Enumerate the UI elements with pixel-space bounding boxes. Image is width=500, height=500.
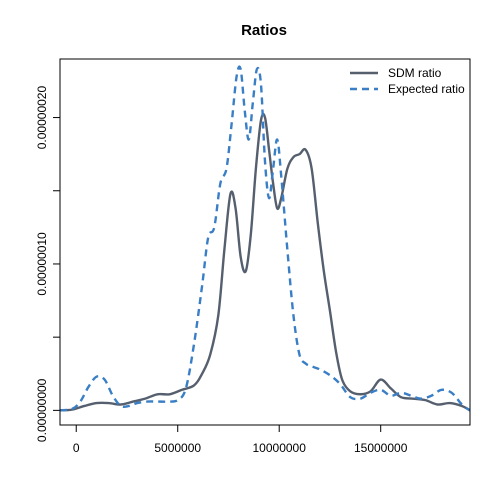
y-tick-label: 0.00000000 xyxy=(35,378,49,442)
x-tick-label: 15000000 xyxy=(354,441,408,455)
x-tick-label: 5000000 xyxy=(154,441,201,455)
x-tick-label: 10000000 xyxy=(253,441,307,455)
y-tick-label: 0.00000020 xyxy=(35,86,49,150)
legend-label-expected-ratio: Expected ratio xyxy=(388,82,465,96)
legend: SDM ratio Expected ratio xyxy=(350,66,465,96)
chart-title: Ratios xyxy=(241,22,287,39)
y-axis: 0.00000000 0.00000010 0.00000020 xyxy=(35,86,60,442)
x-tick-label: 0 xyxy=(73,441,80,455)
series-line-sdm-ratio xyxy=(59,112,471,412)
legend-label-sdm-ratio: SDM ratio xyxy=(388,66,442,80)
y-tick-label: 0.00000010 xyxy=(35,232,49,296)
x-axis: 0 5000000 10000000 15000000 xyxy=(73,425,408,455)
plot-frame xyxy=(59,58,471,426)
series-line-expected-ratio xyxy=(59,65,471,412)
series-layer xyxy=(59,65,471,412)
